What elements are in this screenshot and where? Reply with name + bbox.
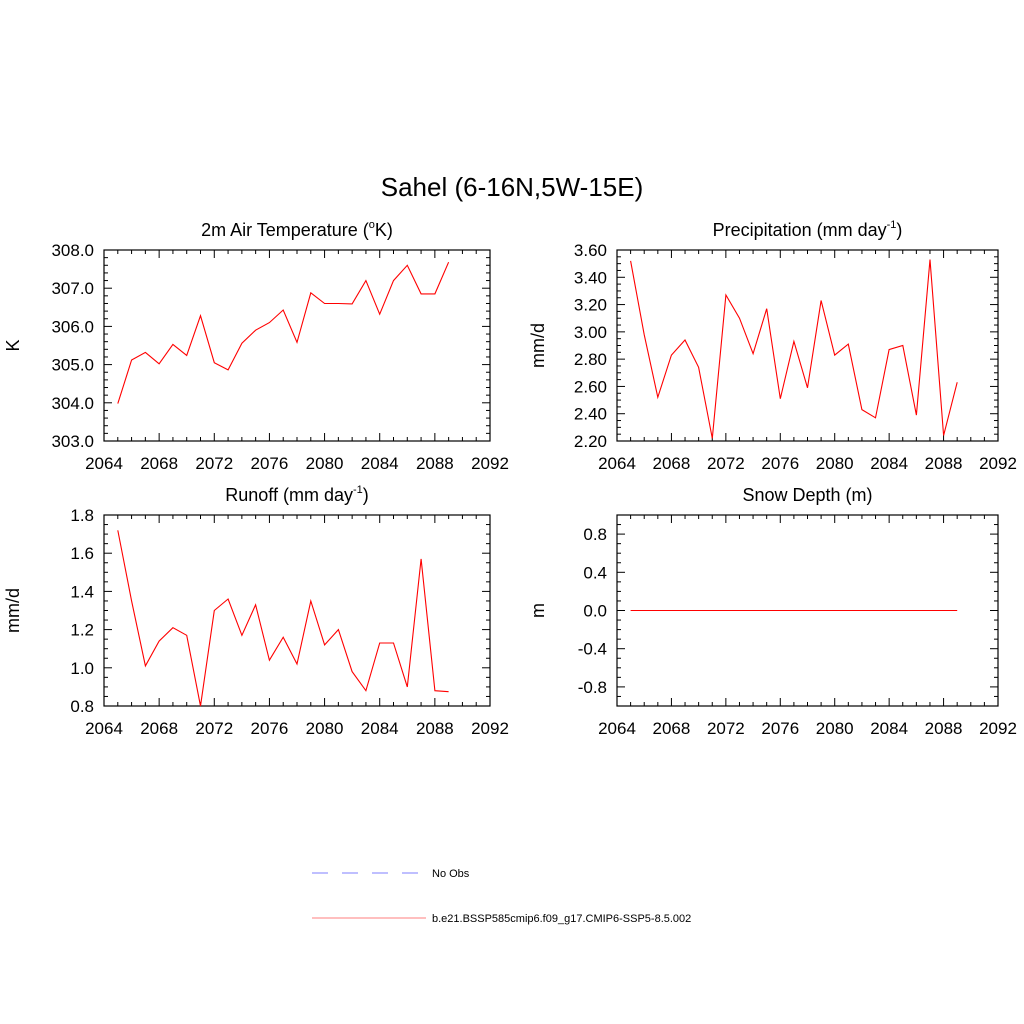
x-tick-label: 2092: [471, 719, 509, 738]
y-tick-label: -0.8: [578, 678, 607, 697]
x-tick-label: 2068: [653, 454, 691, 473]
x-tick-label: 2068: [653, 719, 691, 738]
panel-title: 2m Air Temperature (oK): [201, 219, 393, 240]
plot-frame: [103, 249, 491, 442]
y-tick-label: 1.2: [70, 621, 94, 640]
y-tick-label: 1.0: [70, 659, 94, 678]
y-tick-label: 304.0: [51, 394, 94, 413]
y-tick-label: 0.0: [583, 602, 607, 621]
x-tick-label: 2088: [925, 454, 963, 473]
y-tick-label: 1.6: [70, 544, 94, 563]
y-tick-label: 3.20: [574, 296, 607, 315]
x-tick-label: 2080: [306, 719, 344, 738]
x-tick-label: 2076: [761, 719, 799, 738]
y-axis-label: m: [528, 603, 548, 618]
y-tick-label: 305.0: [51, 356, 94, 375]
x-tick-label: 2080: [306, 454, 344, 473]
x-tick-label: 2072: [707, 719, 745, 738]
y-tick-label: 2.80: [574, 350, 607, 369]
y-tick-label: 0.4: [583, 563, 607, 582]
x-tick-label: 2088: [416, 719, 454, 738]
x-tick-label: 2088: [925, 719, 963, 738]
panel-title: Runoff (mm day-1): [225, 484, 369, 505]
x-tick-label: 2092: [979, 719, 1017, 738]
y-tick-label: 307.0: [51, 279, 94, 298]
y-axis-label: K: [3, 339, 23, 351]
y-tick-label: 3.00: [574, 323, 607, 342]
y-tick-label: 0.8: [70, 697, 94, 716]
x-tick-label: 2076: [251, 454, 289, 473]
legend: No Obs b.e21.BSSP585cmip6.f09_g17.CMIP6-S…: [312, 868, 691, 925]
x-tick-label: 2084: [870, 719, 908, 738]
panel-1: 2064 2068 2072 2076 2080 2084 2088 2092 303.0 304…: [3, 219, 509, 473]
x-tick-label: 2080: [816, 719, 854, 738]
y-tick-label: 2.20: [574, 432, 607, 451]
x-tick-label: 2084: [361, 719, 399, 738]
legend-label-2: b.e21.BSSP585cmip6.f09_g17.CMIP6-SSP5-8.…: [432, 913, 691, 925]
y-tick-label: 308.0: [51, 241, 94, 260]
x-tick-label: 2076: [761, 454, 799, 473]
panel-4: 2064 2068 2072 2076 2080 2084 2088 2092 -0.8 -0.4…: [528, 485, 1017, 738]
series-line: [117, 261, 450, 404]
y-tick-label: 306.0: [51, 317, 94, 336]
x-tick-label: 2088: [416, 454, 454, 473]
x-tick-label: 2064: [85, 719, 123, 738]
series-line: [117, 530, 449, 707]
y-axis-label: mm/d: [528, 323, 548, 368]
x-tick-label: 2080: [816, 454, 854, 473]
x-tick-label: 2084: [870, 454, 908, 473]
panel-title: Precipitation (mm day-1): [713, 219, 903, 240]
x-tick-label: 2064: [85, 454, 123, 473]
x-tick-label: 2072: [195, 719, 233, 738]
y-tick-label: 3.60: [574, 241, 607, 260]
panel-2: 2064 2068 2072 2076 2080 2084 2088 2092 2.20 2.40…: [528, 219, 1017, 473]
y-tick-label: -0.4: [578, 640, 607, 659]
series-line: [630, 259, 958, 439]
plot-frame: [616, 249, 999, 442]
panel-title: Snow Depth (m): [742, 485, 872, 505]
x-tick-label: 2092: [471, 454, 509, 473]
figure-title: Sahel (6-16N,5W-15E): [381, 172, 644, 202]
x-tick-label: 2064: [598, 719, 636, 738]
y-axis-label: mm/d: [3, 588, 23, 633]
y-tick-label: 2.60: [574, 377, 607, 396]
x-tick-label: 2084: [361, 454, 399, 473]
x-tick-label: 2064: [598, 454, 636, 473]
y-tick-label: 2.40: [574, 405, 607, 424]
y-tick-label: 3.40: [574, 268, 607, 287]
panel-3: 2064 2068 2072 2076 2080 2084 2088 2092 0.8 1.0 1.…: [3, 484, 509, 738]
x-tick-label: 2092: [979, 454, 1017, 473]
y-tick-label: 0.8: [583, 525, 607, 544]
plot-frame: [103, 514, 491, 707]
legend-label-1: No Obs: [432, 868, 470, 880]
y-tick-label: 303.0: [51, 432, 94, 451]
x-tick-label: 2068: [140, 719, 178, 738]
x-tick-label: 2072: [195, 454, 233, 473]
x-tick-label: 2068: [140, 454, 178, 473]
panels: 2064 2068 2072 2076 2080 2084 2088 2092 303.0 304…: [3, 219, 1017, 738]
y-tick-label: 1.4: [70, 582, 94, 601]
x-tick-label: 2076: [251, 719, 289, 738]
x-tick-label: 2072: [707, 454, 745, 473]
y-tick-label: 1.8: [70, 506, 94, 525]
